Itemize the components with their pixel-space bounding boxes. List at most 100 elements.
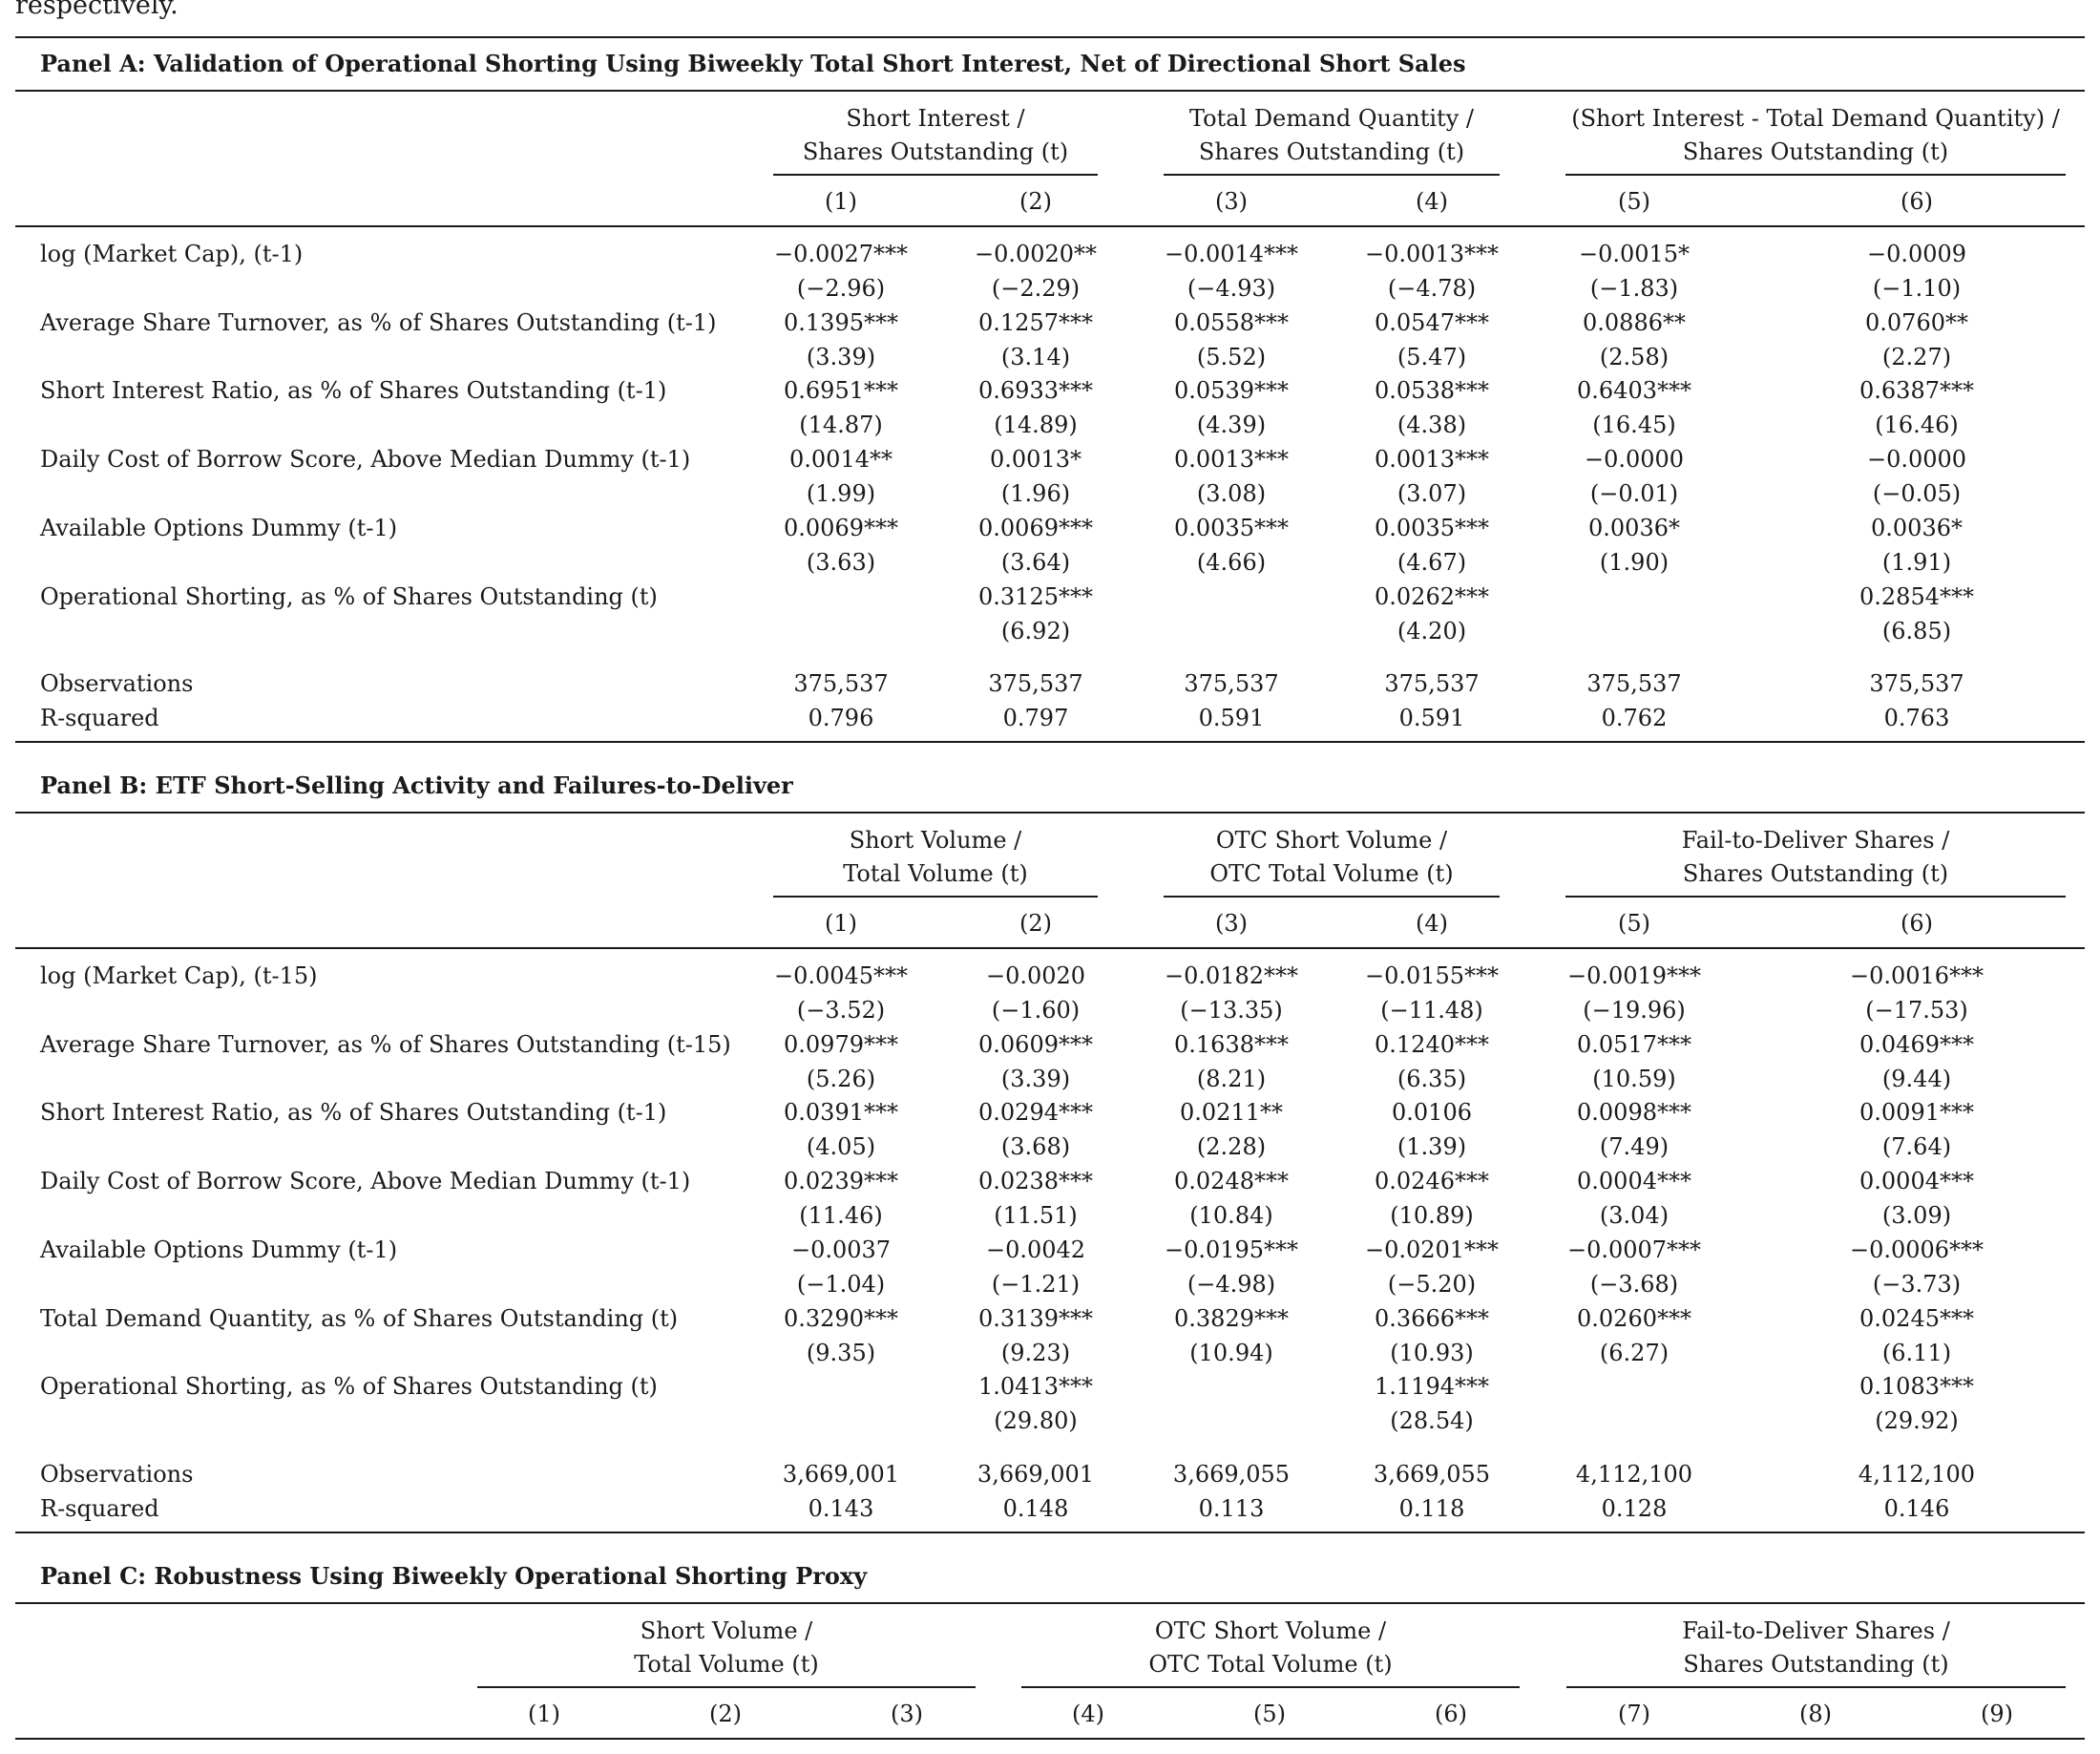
panelB-tstat-cell: (6.11) xyxy=(1881,1339,1952,1366)
panelA-rsquared-cell: 0.591 xyxy=(1398,705,1465,732)
panelB-rsquared-cell: 0.128 xyxy=(1601,1494,1668,1522)
panelA-tstat-cell: (14.89) xyxy=(994,412,1078,439)
panelB-tstat-cell: (−4.98) xyxy=(1186,1270,1276,1298)
panelB-observations-cell: 4,112,100 xyxy=(1858,1460,1976,1488)
panelA-group-rule xyxy=(1565,174,2066,176)
panelB-row-label: Daily Cost of Borrow Score, Above Median… xyxy=(40,1168,691,1195)
panelB-tstat-cell: (10.93) xyxy=(1390,1339,1474,1366)
panelB-tstat-cell: (4.05) xyxy=(806,1133,876,1161)
panelB-tstat-cell: (5.26) xyxy=(806,1065,876,1092)
panelA-tstat-cell: (4.66) xyxy=(1196,548,1267,576)
panelC-column-number: (9) xyxy=(1981,1701,2013,1727)
panelB-title: Panel B: ETF Short-Selling Activity and … xyxy=(40,771,793,799)
panelB-coefficient-cell: 1.1194*** xyxy=(1375,1373,1489,1401)
panelB-tstat-cell: (9.23) xyxy=(1000,1339,1071,1366)
panelB-tstat-cell: (−1.21) xyxy=(991,1270,1081,1298)
panelA-coefficient-cell: 0.0035*** xyxy=(1174,514,1289,541)
panelC-group-rule xyxy=(1566,1686,2066,1688)
panelB-column-number: (5) xyxy=(1618,910,1650,937)
panelA-tstat-cell: (−2.29) xyxy=(991,275,1081,302)
panelC-group-header: OTC Short Volume / OTC Total Volume (t) xyxy=(1021,1615,1520,1681)
panelB-coefficient-cell: −0.0182*** xyxy=(1164,962,1299,989)
panelA-coefficient-cell: 0.0262*** xyxy=(1375,582,1489,610)
panelC-group-header: Fail-to-Deliver Shares / Shares Outstandi… xyxy=(1566,1615,2066,1681)
panelA-coefficient-cell: 0.0036* xyxy=(1588,514,1680,541)
panelA-coefficient-cell: 0.0013*** xyxy=(1174,446,1289,474)
panelA-coefficient-cell: −0.0000 xyxy=(1866,446,1967,474)
panelA-tstat-cell: (−4.93) xyxy=(1186,275,1276,302)
panelB-coefficient-cell: −0.0016*** xyxy=(1849,962,1984,989)
panelC-column-number: (6) xyxy=(1435,1701,1467,1727)
panelA-observations-label: Observations xyxy=(40,670,194,698)
panelA-coefficient-cell: 0.0539*** xyxy=(1174,377,1289,405)
panelB-tstat-cell: (10.89) xyxy=(1390,1202,1474,1230)
group-header-line: Shares Outstanding (t) xyxy=(1682,138,1949,165)
panelC-column-number: (2) xyxy=(709,1701,742,1727)
panelB-observations-cell: 3,669,055 xyxy=(1373,1460,1491,1488)
panelA-coefficient-cell: −0.0013*** xyxy=(1364,241,1500,267)
panelB-coefficient-cell: 0.1083*** xyxy=(1859,1373,1974,1401)
panelB-tstat-cell: (−19.96) xyxy=(1583,997,1686,1024)
panelB-coefficient-cell: 0.0609*** xyxy=(978,1030,1093,1058)
group-header-line: Fail-to-Deliver Shares / xyxy=(1682,1617,1950,1644)
panelB-coefficient-cell: −0.0019*** xyxy=(1566,962,1702,989)
panelB-tstat-cell: (3.68) xyxy=(1000,1133,1071,1161)
panelB-row-label: log (Market Cap), (t-15) xyxy=(40,962,318,989)
panelA-coefficient-cell: −0.0000 xyxy=(1584,446,1685,474)
panelA-title: Panel A: Validation of Operational Short… xyxy=(40,50,1466,77)
group-header-line: Shares Outstanding (t) xyxy=(1198,138,1465,165)
panelA-coefficient-cell: 0.1395*** xyxy=(784,308,898,336)
panelA-header-rule xyxy=(15,225,2085,227)
group-header-line: OTC Short Volume / xyxy=(1154,1617,1387,1644)
panelA-row-label: Operational Shorting, as % of Shares Out… xyxy=(40,582,658,610)
panelA-observations-cell: 375,537 xyxy=(793,670,889,698)
panelA-tstat-cell: (1.99) xyxy=(806,480,876,508)
panelA-tstat-cell: (−2.96) xyxy=(796,275,886,302)
panelB-coefficient-cell: −0.0037 xyxy=(790,1236,892,1263)
panelA-coefficient-cell: 0.6951*** xyxy=(784,377,898,405)
group-header-line: Short Interest / xyxy=(846,105,1025,132)
panelA-tstat-cell: (1.91) xyxy=(1881,548,1952,576)
panelB-tstat-cell: (6.27) xyxy=(1599,1339,1670,1366)
panelA-coefficient-cell: −0.0020** xyxy=(974,241,1098,267)
panelB-coefficient-cell: 0.0979*** xyxy=(784,1030,898,1058)
panelB-column-number: (6) xyxy=(1900,910,1933,937)
panelA-coefficient-cell: 0.6403*** xyxy=(1577,377,1691,405)
panelB-row-label: Operational Shorting, as % of Shares Out… xyxy=(40,1373,658,1401)
panelB-row-label: Short Interest Ratio, as % of Shares Out… xyxy=(40,1099,667,1127)
panelA-row-label: Short Interest Ratio, as % of Shares Out… xyxy=(40,377,667,405)
panelA-column-number: (3) xyxy=(1215,188,1248,215)
panelA-tstat-cell: (−1.83) xyxy=(1589,275,1679,302)
panelA-group-rule xyxy=(773,174,1098,176)
panelA-tstat-cell: (3.14) xyxy=(1000,343,1071,370)
panelA-tstat-cell: (16.46) xyxy=(1875,412,1959,439)
panelB-group-rule xyxy=(1164,896,1500,898)
panelC-column-number: (7) xyxy=(1618,1701,1650,1727)
group-header-line: Short Volume / xyxy=(849,827,1022,854)
panelB-rsquared-cell: 0.118 xyxy=(1398,1494,1465,1522)
panelA-tstat-cell: (4.67) xyxy=(1396,548,1467,576)
group-header-line: Total Demand Quantity / xyxy=(1189,105,1474,132)
panelB-header-rule xyxy=(15,947,2085,949)
panelB-group-rule xyxy=(1565,896,2066,898)
panelB-tstat-cell: (−3.52) xyxy=(796,997,886,1024)
panelA-observations-cell: 375,537 xyxy=(988,670,1083,698)
panelA-coefficient-cell: 0.2854*** xyxy=(1859,582,1974,610)
panelA-coefficient-cell: −0.0027*** xyxy=(773,241,909,267)
panelA-observations-cell: 375,537 xyxy=(1184,670,1279,698)
panelC-column-number: (1) xyxy=(528,1701,560,1727)
panelB-observations-cell: 3,669,001 xyxy=(976,1460,1095,1488)
panelB-coefficient-cell: −0.0201*** xyxy=(1364,1236,1500,1263)
panelB-rsquared-label: R-squared xyxy=(40,1494,159,1522)
panelA-row-label: Available Options Dummy (t-1) xyxy=(40,514,398,541)
panelB-coefficient-cell: 0.1638*** xyxy=(1174,1030,1289,1058)
preceding-text-fragment: respectively. xyxy=(15,0,178,20)
panelA-tstat-cell: (−0.01) xyxy=(1589,480,1679,508)
panelA-coefficient-cell: 0.0013* xyxy=(990,446,1082,474)
panelB-tstat-cell: (−3.73) xyxy=(1872,1270,1962,1298)
panelB-rsquared-cell: 0.146 xyxy=(1883,1494,1950,1522)
panelA-column-number: (4) xyxy=(1416,188,1448,215)
table-top-rule xyxy=(15,36,2085,38)
panelA-tstat-cell: (4.39) xyxy=(1196,412,1267,439)
panelB-column-number: (1) xyxy=(825,910,857,937)
